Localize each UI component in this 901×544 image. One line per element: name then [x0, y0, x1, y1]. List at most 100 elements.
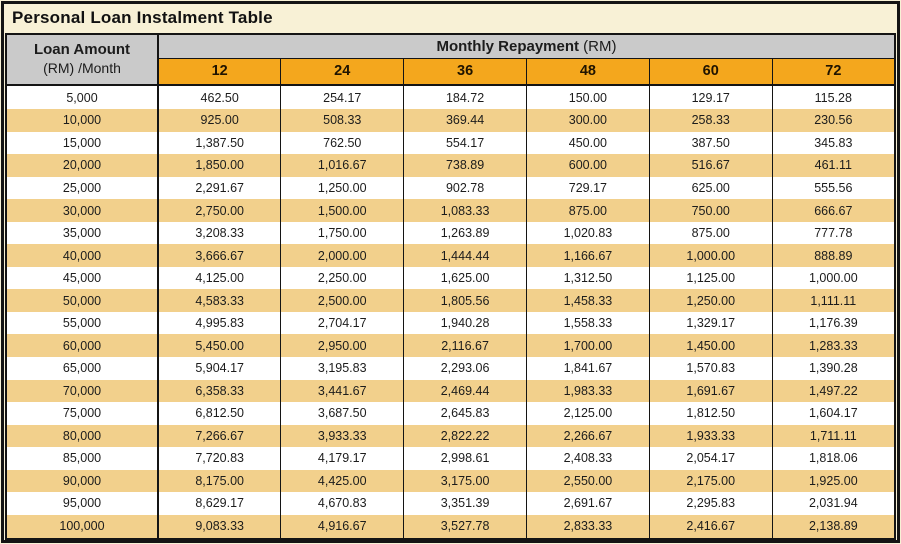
repayment-cell: 184.72	[403, 85, 527, 110]
loan-amount-cell: 40,000	[6, 244, 159, 267]
repayment-cell: 600.00	[525, 154, 650, 177]
repayment-cell: 129.17	[648, 85, 773, 110]
repayment-cell: 666.67	[771, 199, 895, 222]
table-row: 100,000 9,083.33 4,916.67 3,527.78 2,833.33 2…	[6, 514, 895, 539]
repayment-cell: 3,351.39	[403, 492, 527, 515]
repayment-cell: 3,195.83	[280, 356, 404, 380]
repayment-cell: 875.00	[525, 199, 650, 222]
table-row: 50,000 4,583.33 2,500.00 1,805.56 1,458.33 1,…	[6, 289, 895, 312]
repayment-cell: 3,208.33	[157, 221, 281, 245]
repayment-cell: 2,000.00	[280, 244, 404, 267]
repayment-cell: 1,329.17	[648, 311, 773, 335]
month-header-row: 12 24 36 48 60 72	[6, 58, 895, 86]
loan-amount-cell: 75,000	[6, 402, 159, 425]
repayment-cell: 1,818.06	[771, 447, 895, 470]
table-row: 15,000 1,387.50 762.50 554.17 450.00 387.50 34…	[6, 131, 895, 155]
repayment-cell: 1,263.89	[403, 221, 527, 245]
loan-amount-cell: 90,000	[6, 469, 159, 493]
repayment-cell: 1,497.22	[771, 379, 895, 403]
repayment-cell: 729.17	[525, 176, 650, 200]
month-header-60: 60	[648, 58, 773, 86]
repayment-cell: 1,711.11	[771, 424, 895, 448]
repayment-cell: 4,670.83	[280, 492, 404, 515]
repayment-cell: 750.00	[648, 199, 773, 222]
repayment-cell: 462.50	[157, 85, 281, 110]
repayment-cell: 7,266.67	[157, 424, 281, 448]
repayment-cell: 5,450.00	[157, 334, 281, 357]
repayment-cell: 1,933.33	[648, 424, 773, 448]
repayment-cell: 2,550.00	[525, 469, 650, 493]
repayment-cell: 1,083.33	[403, 199, 527, 222]
repayment-cell: 516.67	[648, 154, 773, 177]
repayment-cell: 1,700.00	[525, 334, 650, 357]
repayment-cell: 2,408.33	[525, 447, 650, 470]
loan-amount-cell: 5,000	[6, 85, 159, 110]
table-row: 80,000 7,266.67 3,933.33 2,822.22 2,266.67 1,…	[6, 424, 895, 448]
repayment-cell: 762.50	[280, 131, 404, 155]
table-row: 30,000 2,750.00 1,500.00 1,083.33 875.00 750.…	[6, 199, 895, 222]
repayment-cell: 1,020.83	[525, 221, 650, 245]
repayment-cell: 450.00	[525, 131, 650, 155]
repayment-cell: 3,687.50	[280, 402, 404, 425]
repayment-cell: 150.00	[525, 85, 650, 110]
monthly-repayment-label: Monthly Repayment	[436, 37, 579, 55]
repayment-cell: 7,720.83	[157, 447, 281, 470]
repayment-cell: 1,000.00	[771, 266, 895, 290]
repayment-cell: 888.89	[771, 244, 895, 267]
repayment-cell: 1,750.00	[280, 221, 404, 245]
loan-amount-cell: 20,000	[6, 154, 159, 177]
loan-amount-cell: 65,000	[6, 356, 159, 380]
loan-amount-cell: 15,000	[6, 131, 159, 155]
repayment-cell: 1,000.00	[648, 244, 773, 267]
repayment-cell: 1,387.50	[157, 131, 281, 155]
repayment-cell: 2,833.33	[525, 514, 650, 539]
repayment-cell: 2,250.00	[280, 266, 404, 290]
monthly-repayment-header: Monthly Repayment (RM)	[158, 34, 895, 59]
table-row: 95,000 8,629.17 4,670.83 3,351.39 2,691.67 2,…	[6, 492, 895, 515]
repayment-cell: 387.50	[648, 131, 773, 155]
month-header-12: 12	[158, 58, 281, 86]
repayment-cell: 1,604.17	[771, 402, 895, 425]
repayment-cell: 4,425.00	[280, 469, 404, 493]
instalment-table: Loan Amount (RM) /Month Monthly Repaymen…	[5, 33, 896, 540]
repayment-cell: 1,125.00	[648, 266, 773, 290]
table-row: 10,000 925.00 508.33 369.44 300.00 258.33 230.…	[6, 109, 895, 132]
repayment-cell: 3,666.67	[157, 244, 281, 267]
repayment-cell: 2,116.67	[403, 334, 527, 357]
repayment-cell: 1,558.33	[525, 311, 650, 335]
repayment-cell: 2,125.00	[525, 402, 650, 425]
loan-amount-cell: 95,000	[6, 492, 159, 515]
loan-amount-cell: 70,000	[6, 379, 159, 403]
table-row: 65,000 5,904.17 3,195.83 2,293.06 1,841.67 1,…	[6, 356, 895, 380]
repayment-cell: 1,850.00	[157, 154, 281, 177]
repayment-cell: 8,175.00	[157, 469, 281, 493]
repayment-cell: 2,822.22	[403, 424, 527, 448]
loan-amount-cell: 10,000	[6, 109, 159, 132]
repayment-cell: 4,995.83	[157, 311, 281, 335]
repayment-cell: 3,175.00	[403, 469, 527, 493]
repayment-cell: 738.89	[403, 154, 527, 177]
repayment-cell: 1,450.00	[648, 334, 773, 357]
loan-amount-cell: 45,000	[6, 266, 159, 290]
repayment-cell: 6,358.33	[157, 379, 281, 403]
repayment-cell: 3,441.67	[280, 379, 404, 403]
repayment-cell: 1,312.50	[525, 266, 650, 290]
repayment-cell: 5,904.17	[157, 356, 281, 380]
loan-amount-cell: 55,000	[6, 311, 159, 335]
loan-amount-header-line1: Loan Amount	[33, 41, 131, 59]
repayment-cell: 554.17	[403, 131, 527, 155]
repayment-cell: 2,295.83	[648, 492, 773, 515]
page-title: Personal Loan Instalment Table	[12, 8, 273, 27]
repayment-cell: 258.33	[648, 109, 773, 132]
repayment-cell: 2,031.94	[771, 492, 895, 515]
repayment-cell: 508.33	[280, 109, 404, 132]
repayment-cell: 2,469.44	[403, 379, 527, 403]
repayment-cell: 902.78	[403, 176, 527, 200]
repayment-cell: 1,166.67	[525, 244, 650, 267]
repayment-cell: 1,983.33	[525, 379, 650, 403]
loan-amount-cell: 30,000	[6, 199, 159, 222]
table-row: 70,000 6,358.33 3,441.67 2,469.44 1,983.33 1,…	[6, 379, 895, 403]
repayment-cell: 300.00	[525, 109, 650, 132]
repayment-cell: 1,458.33	[525, 289, 650, 312]
